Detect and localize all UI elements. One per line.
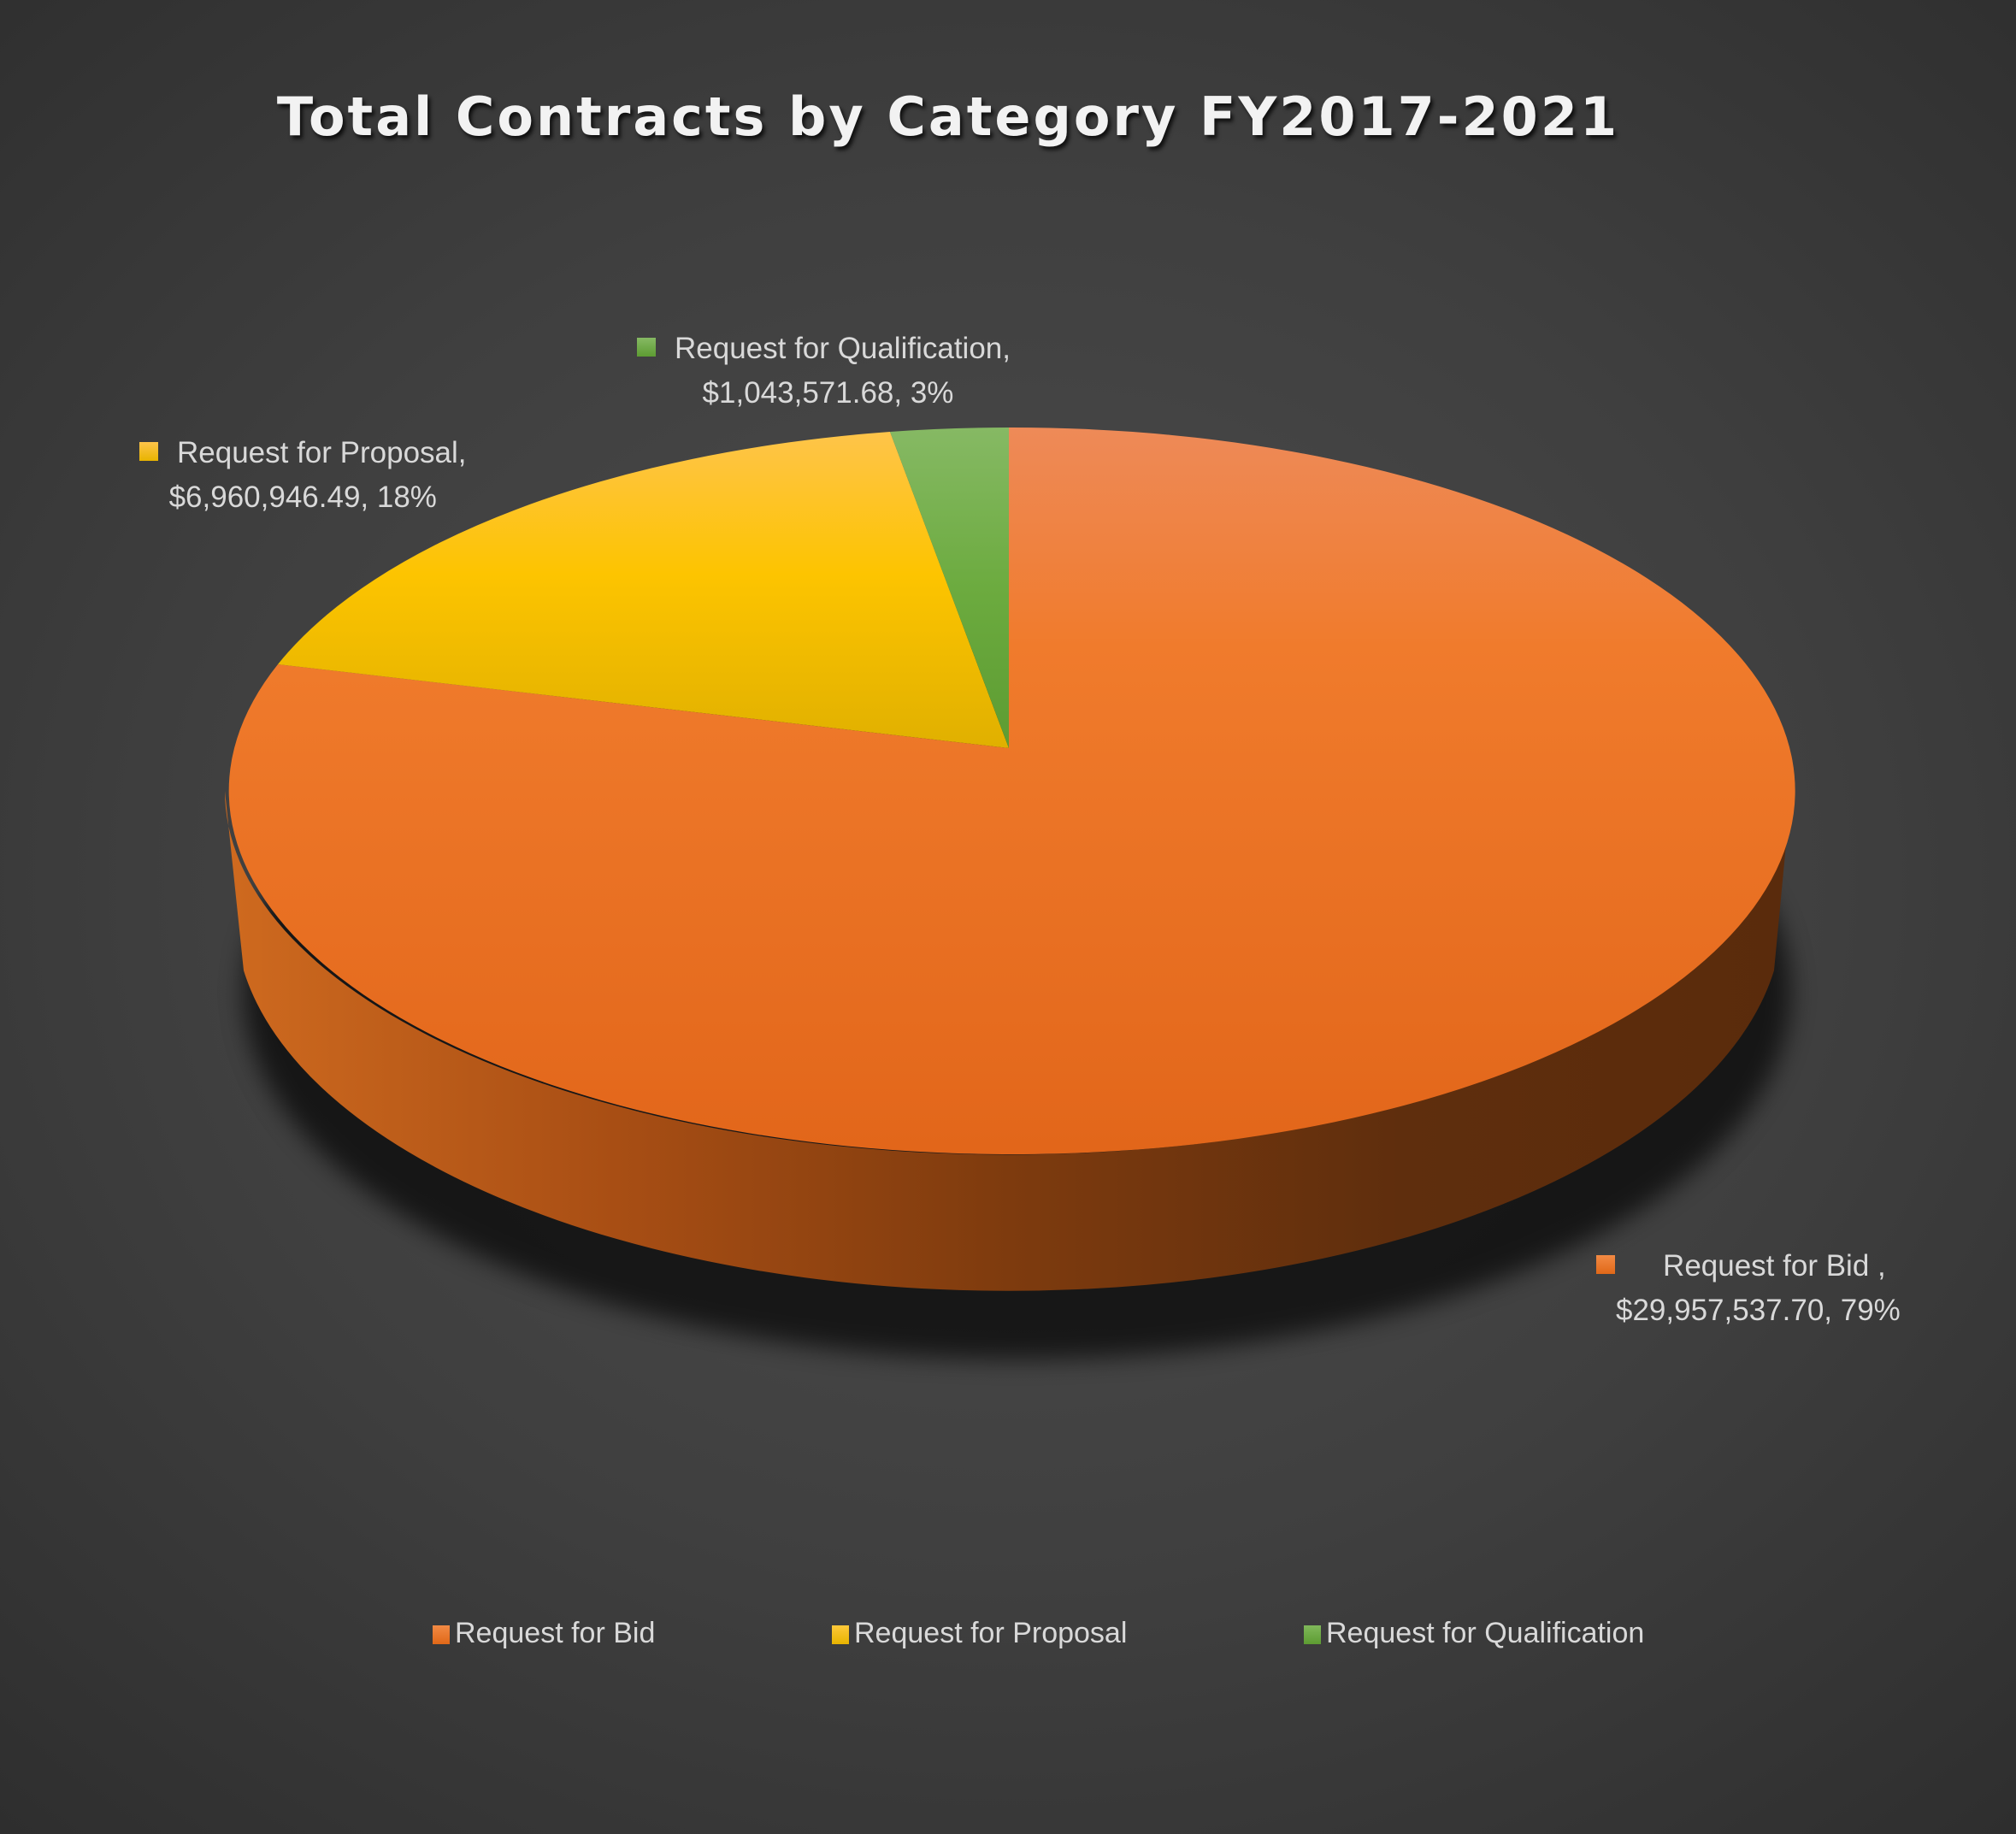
- label-line1: Request for Bid ,: [1663, 1249, 1886, 1283]
- slice-request-for-proposal[interactable]: [278, 432, 1009, 748]
- legend-item-proposal[interactable]: Request for Proposal: [832, 1612, 1127, 1654]
- qualification-legend-swatch-icon: [1304, 1625, 1321, 1644]
- legend-item-bid[interactable]: Request for Bid: [433, 1612, 655, 1654]
- chart-legend: Request for Bid Request for Proposal Req…: [0, 1612, 2016, 1654]
- pie-side-wall: [225, 791, 1791, 1291]
- label-line1: Request for Proposal,: [177, 436, 467, 469]
- bid-swatch-icon: [1596, 1255, 1616, 1274]
- label-line2: $6,960,946.49, 18%: [168, 481, 437, 514]
- label-line2: $29,957,537.70, 79%: [1616, 1294, 1901, 1327]
- slice-request-for-bid[interactable]: [228, 427, 1795, 1154]
- data-label-bid: Request for Bid , $29,957,537.70, 79%: [1582, 1244, 1901, 1333]
- legend-label: Request for Proposal: [854, 1617, 1128, 1649]
- qualification-swatch-icon: [637, 338, 656, 357]
- data-label-proposal: Request for Proposal, $6,960,946.49, 18%: [139, 431, 467, 520]
- chart-title: Total Contracts by Category FY2017-2021: [276, 86, 1620, 148]
- slice-request-for-qualification[interactable]: [890, 428, 1009, 748]
- proposal-swatch-icon: [139, 442, 158, 461]
- legend-label: Request for Bid: [455, 1617, 656, 1649]
- data-label-qualification: Request for Qualification, $1,043,571.68…: [637, 327, 1011, 416]
- label-line1: Request for Qualification,: [675, 332, 1011, 365]
- label-line2: $1,043,571.68, 3%: [702, 376, 954, 410]
- bid-legend-swatch-icon: [433, 1625, 450, 1644]
- legend-item-qualification[interactable]: Request for Qualification: [1304, 1612, 1644, 1654]
- proposal-legend-swatch-icon: [832, 1625, 849, 1644]
- legend-label: Request for Qualification: [1326, 1617, 1645, 1649]
